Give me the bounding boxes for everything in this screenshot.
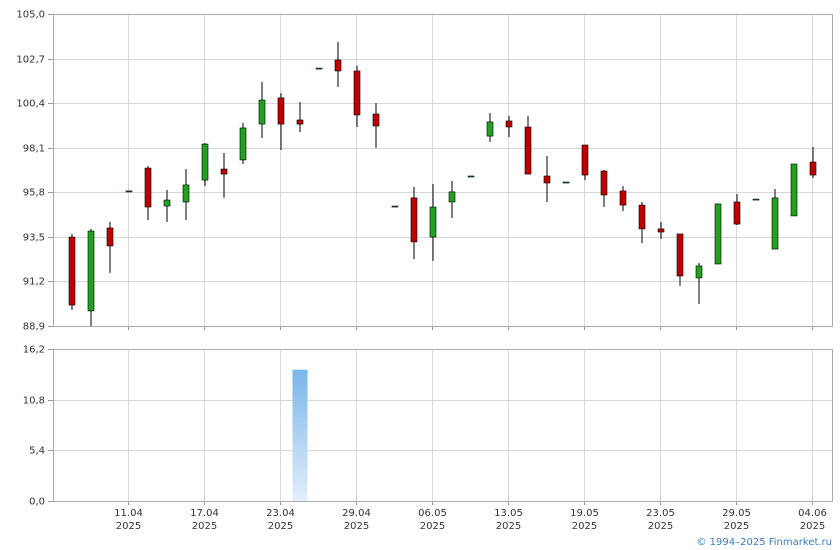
candle-body bbox=[106, 227, 114, 247]
candle-body bbox=[733, 201, 741, 225]
candle-body bbox=[372, 113, 380, 127]
candle-body bbox=[144, 167, 152, 208]
x-tick-year: 2025 bbox=[116, 521, 141, 532]
y-tick-label: 93,5 bbox=[23, 233, 45, 244]
watermark: © 1994–2025 Finmarket.ru bbox=[696, 537, 832, 548]
y-tick-label: 16,2 bbox=[23, 345, 45, 356]
candle-body bbox=[771, 197, 779, 250]
x-tick-label: 04.06 bbox=[798, 508, 827, 519]
y-tick-label: 5,4 bbox=[29, 446, 45, 457]
x-tick-label: 13.05 bbox=[494, 508, 523, 519]
candle-body bbox=[201, 143, 209, 181]
x-tick-label: 17.04 bbox=[190, 508, 219, 519]
candle-body bbox=[619, 190, 627, 206]
candle-body bbox=[809, 161, 817, 176]
candle-body bbox=[258, 99, 266, 125]
candle-body bbox=[429, 206, 437, 238]
x-tick-year: 2025 bbox=[800, 521, 825, 532]
candle-body bbox=[448, 191, 456, 203]
candle-body bbox=[600, 170, 608, 196]
y-tick-label: 100,4 bbox=[16, 99, 45, 110]
x-tick-year: 2025 bbox=[268, 521, 293, 532]
x-tick-label: 19.05 bbox=[570, 508, 599, 519]
candle-body bbox=[315, 67, 323, 70]
plot-frame bbox=[53, 14, 833, 327]
y-tick-label: 10,8 bbox=[23, 396, 45, 407]
candle-body bbox=[486, 121, 494, 137]
x-tick-label: 29.05 bbox=[722, 508, 751, 519]
x-tick-label: 23.04 bbox=[266, 508, 295, 519]
candle-body bbox=[752, 198, 760, 201]
candle-body bbox=[638, 204, 646, 230]
y-tick-label: 0,0 bbox=[29, 497, 45, 508]
x-tick-label: 11.04 bbox=[114, 508, 143, 519]
x-tick-label: 23.05 bbox=[646, 508, 675, 519]
y-tick-label: 88,9 bbox=[23, 322, 45, 333]
y-tick-label: 91,2 bbox=[23, 277, 45, 288]
candle-body bbox=[353, 70, 361, 116]
candle-body bbox=[87, 230, 95, 312]
y-tick-label: 102,7 bbox=[16, 55, 45, 66]
candle-body bbox=[695, 265, 703, 279]
y-tick-label: 98,1 bbox=[23, 144, 45, 155]
candle-body bbox=[562, 181, 570, 184]
x-tick-year: 2025 bbox=[724, 521, 749, 532]
x-tick-year: 2025 bbox=[572, 521, 597, 532]
candle-body bbox=[163, 199, 171, 207]
candle-body bbox=[334, 59, 342, 72]
candle-body bbox=[296, 119, 304, 125]
volume-bar bbox=[292, 369, 308, 501]
candle-body bbox=[505, 120, 513, 128]
candle-body bbox=[239, 127, 247, 161]
y-tick-label: 105,0 bbox=[16, 10, 45, 21]
candle-body bbox=[410, 197, 418, 243]
x-tick-label: 29.04 bbox=[342, 508, 371, 519]
candle-body bbox=[182, 184, 190, 203]
x-tick-label: 06.05 bbox=[418, 508, 447, 519]
candle-body bbox=[467, 175, 475, 178]
candle-body bbox=[524, 126, 532, 175]
candle-body bbox=[714, 203, 722, 265]
candle-body bbox=[657, 228, 665, 233]
candle-body bbox=[790, 163, 798, 217]
candle-body bbox=[68, 236, 76, 306]
x-tick-year: 2025 bbox=[344, 521, 369, 532]
candle-body bbox=[543, 175, 551, 184]
candle-body bbox=[125, 190, 133, 193]
x-tick-year: 2025 bbox=[648, 521, 673, 532]
candle-body bbox=[581, 144, 589, 176]
candle-body bbox=[277, 97, 285, 125]
y-tick-label: 95,8 bbox=[23, 188, 45, 199]
candle-body bbox=[391, 205, 399, 208]
x-tick-year: 2025 bbox=[192, 521, 217, 532]
x-tick-year: 2025 bbox=[420, 521, 445, 532]
candle-body bbox=[220, 168, 228, 175]
plot-frame bbox=[53, 349, 833, 502]
x-tick-year: 2025 bbox=[496, 521, 521, 532]
candle-body bbox=[676, 233, 684, 277]
